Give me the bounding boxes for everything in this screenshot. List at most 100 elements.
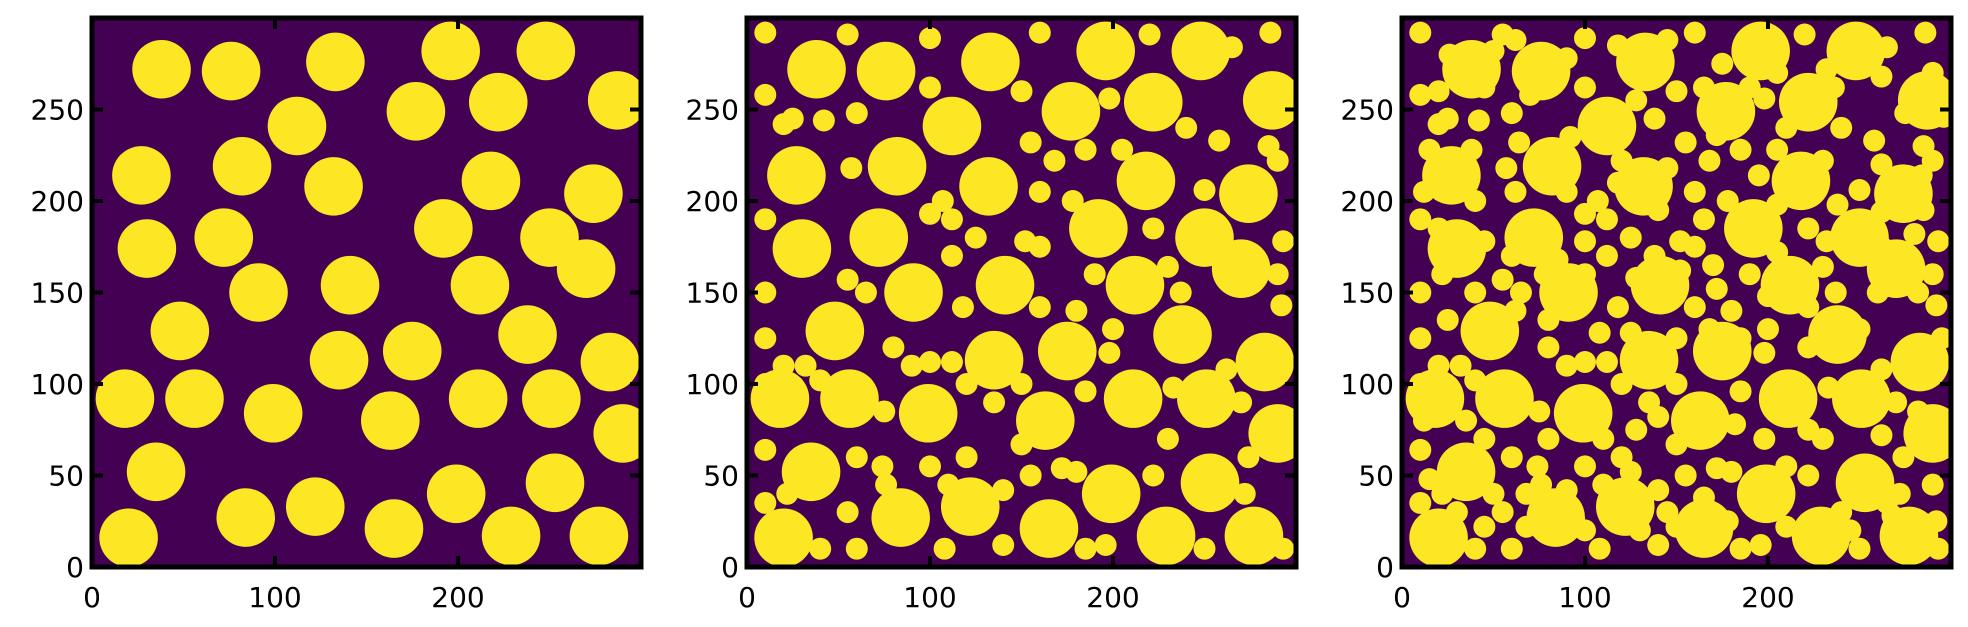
particle-2-25 bbox=[964, 330, 1024, 390]
particle-3-154 bbox=[1692, 76, 1715, 99]
particle-2-95 bbox=[794, 354, 817, 377]
particle-3-183 bbox=[1473, 230, 1496, 253]
particle-3-194 bbox=[1464, 281, 1487, 304]
particle-2-33 bbox=[1177, 369, 1236, 428]
particle-2-56 bbox=[1010, 80, 1033, 103]
particle-2-54 bbox=[845, 102, 868, 125]
particle-3-113 bbox=[1526, 455, 1549, 478]
particle-1-12 bbox=[304, 157, 363, 216]
particle-3-222 bbox=[1724, 413, 1747, 436]
particle-3-180 bbox=[1870, 201, 1893, 223]
particle-3-206 bbox=[1537, 308, 1560, 331]
particle-2-2 bbox=[856, 41, 916, 101]
particle-3-179 bbox=[1826, 193, 1849, 216]
particle-3-127 bbox=[1797, 464, 1820, 487]
particle-1-7 bbox=[468, 72, 528, 132]
particle-2-129 bbox=[754, 491, 777, 514]
particle-3-35 bbox=[1436, 442, 1496, 502]
particle-2-60 bbox=[1019, 131, 1042, 154]
particle-3-83 bbox=[1921, 263, 1944, 286]
particle-3-137 bbox=[1927, 537, 1950, 560]
particle-2-44 bbox=[754, 21, 777, 44]
particle-2-74 bbox=[940, 208, 963, 231]
particle-2-61 bbox=[1043, 149, 1066, 172]
particle-2-116 bbox=[1010, 433, 1033, 456]
particle-3-144 bbox=[1711, 52, 1734, 75]
panel-2-ytick-label-100: 100 bbox=[686, 368, 739, 401]
particle-2-124 bbox=[992, 479, 1015, 502]
particle-3-81 bbox=[1738, 263, 1761, 286]
particle-3-147 bbox=[1870, 65, 1893, 88]
panel-1-ytick-label-50: 50 bbox=[48, 460, 84, 493]
particle-3-142 bbox=[1606, 34, 1629, 57]
particle-3-204 bbox=[1436, 308, 1459, 331]
particle-3-192 bbox=[1903, 222, 1926, 245]
particle-3-66 bbox=[1495, 157, 1518, 180]
particle-3-62 bbox=[1729, 138, 1752, 161]
particle-3-178 bbox=[1766, 193, 1789, 216]
particle-3-190 bbox=[1815, 230, 1838, 253]
particle-3-44 bbox=[1409, 21, 1432, 44]
particle-3-198 bbox=[1669, 259, 1692, 282]
particle-1-37 bbox=[525, 453, 585, 513]
particle-3-225 bbox=[1870, 424, 1893, 447]
particle-1-5 bbox=[516, 21, 576, 81]
particle-2-49 bbox=[1220, 36, 1243, 59]
particle-2-68 bbox=[1028, 180, 1051, 203]
particle-3-130 bbox=[1464, 537, 1487, 560]
particle-3-58 bbox=[1830, 116, 1853, 139]
particle-2-121 bbox=[836, 501, 859, 524]
particle-2-113 bbox=[871, 455, 894, 478]
particle-2-59 bbox=[772, 113, 795, 136]
particle-2-90 bbox=[1102, 318, 1124, 341]
particle-2-123 bbox=[937, 473, 960, 496]
particle-3-25 bbox=[1619, 330, 1679, 390]
particle-2-8 bbox=[1041, 82, 1101, 141]
particle-2-110 bbox=[1230, 391, 1253, 414]
particle-3-108 bbox=[1729, 380, 1752, 403]
particle-3-212 bbox=[1797, 336, 1820, 359]
particle-3-116 bbox=[1665, 433, 1688, 456]
particle-2-27 bbox=[1235, 332, 1295, 392]
particle-3-169 bbox=[1870, 153, 1893, 176]
panel-2-xtick-label-100: 100 bbox=[903, 581, 956, 614]
particle-3-69 bbox=[1716, 190, 1739, 212]
particle-3-39 bbox=[1526, 488, 1585, 547]
particle-3-139 bbox=[1438, 43, 1461, 66]
panel-2-ytick-label-50: 50 bbox=[703, 460, 739, 493]
panel-3: 0 100 200 0 50 100 150 200 250 bbox=[1341, 15, 1954, 614]
particle-3-70 bbox=[1848, 179, 1871, 201]
particle-3-210 bbox=[1698, 318, 1721, 341]
particle-3-219 bbox=[1592, 427, 1615, 450]
particle-1-21 bbox=[320, 255, 380, 315]
particle-1-27 bbox=[580, 332, 640, 392]
particle-3-163 bbox=[1559, 125, 1582, 148]
particle-3-200 bbox=[1757, 285, 1779, 308]
particle-1-17 bbox=[414, 199, 473, 258]
panel-1-xtick-label-0: 0 bbox=[83, 581, 101, 614]
particle-2-15 bbox=[772, 219, 832, 278]
panel-2-particles bbox=[750, 21, 1296, 567]
particle-2-75 bbox=[964, 226, 987, 249]
particle-2-36 bbox=[1081, 464, 1141, 524]
particle-2-103 bbox=[809, 369, 832, 392]
particle-2-79 bbox=[940, 244, 963, 267]
particle-2-77 bbox=[1142, 217, 1165, 240]
particle-2-91 bbox=[1169, 281, 1192, 304]
particle-2-106 bbox=[955, 373, 978, 395]
particle-3-224 bbox=[1797, 418, 1820, 441]
particle-2-111 bbox=[754, 438, 777, 461]
particle-2-109 bbox=[1162, 376, 1185, 399]
particle-2-53 bbox=[812, 109, 835, 132]
panel-2-ytick-label-150: 150 bbox=[686, 277, 739, 310]
particle-3-231 bbox=[1619, 460, 1642, 483]
particle-2-47 bbox=[1028, 21, 1051, 44]
particle-2-46 bbox=[919, 27, 941, 50]
particle-3-55 bbox=[1574, 76, 1596, 99]
particle-3-186 bbox=[1574, 230, 1596, 253]
particle-3-150 bbox=[1473, 76, 1496, 99]
particle-2-58 bbox=[1175, 116, 1198, 139]
particle-2-82 bbox=[1156, 255, 1179, 278]
particle-3-195 bbox=[1533, 263, 1556, 286]
particle-3-227 bbox=[1418, 468, 1441, 491]
